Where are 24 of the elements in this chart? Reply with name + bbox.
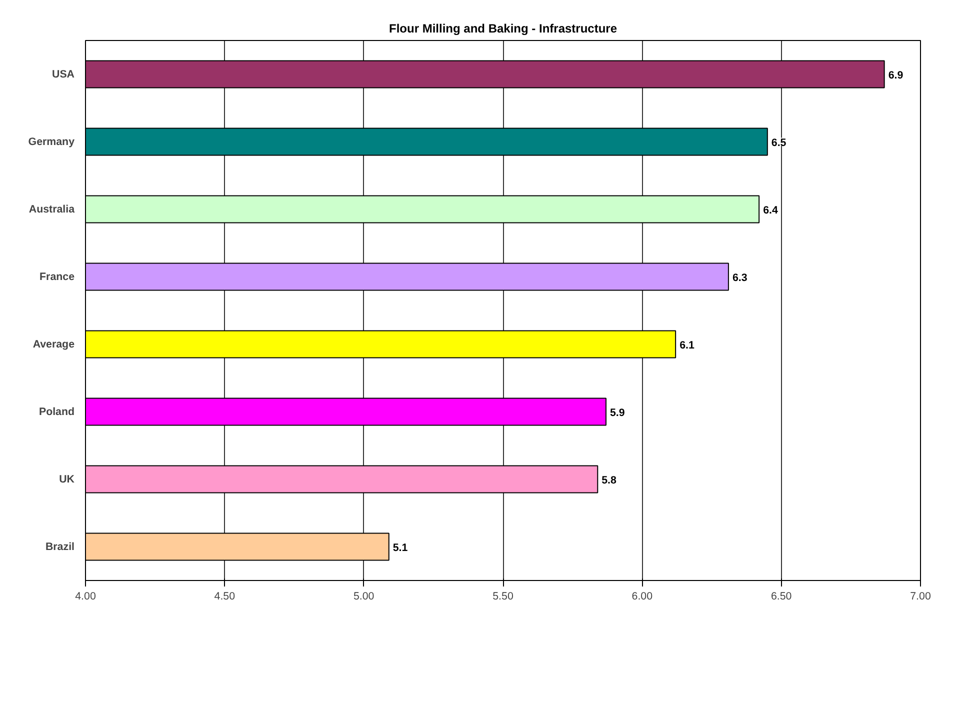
y-tick-label: Australia <box>28 203 75 216</box>
data-label: 6.1 <box>680 339 694 352</box>
x-tick-label: 6.50 <box>770 590 792 602</box>
y-tick-label: Poland <box>38 406 75 418</box>
x-tick-label: 6.00 <box>632 590 653 602</box>
data-label: 6.5 <box>771 136 786 149</box>
x-tick-label: 5.00 <box>353 590 374 602</box>
data-label: 5.1 <box>392 542 408 554</box>
data-label: 5.8 <box>602 474 617 486</box>
x-tick-label: 5.50 <box>492 590 514 602</box>
y-tick-label: Average <box>32 338 75 350</box>
y-tick-label: UK <box>59 473 75 486</box>
data-label: 5.9 <box>610 406 625 419</box>
x-tick-label: 7.00 <box>910 590 931 602</box>
y-tick-label: France <box>40 270 75 283</box>
data-label: 6.9 <box>888 69 904 82</box>
x-tick-label: 4.50 <box>214 590 236 602</box>
y-tick-label: USA <box>52 68 75 80</box>
x-tick-label: 4.00 <box>75 590 96 602</box>
y-tick-label: Brazil <box>45 540 75 553</box>
y-tick-label: Germany <box>28 136 75 148</box>
data-label: 6.3 <box>732 272 748 284</box>
data-label: 6.4 <box>763 204 778 216</box>
chart-title: Flour Milling and Baking - Infrastructure <box>388 22 618 36</box>
